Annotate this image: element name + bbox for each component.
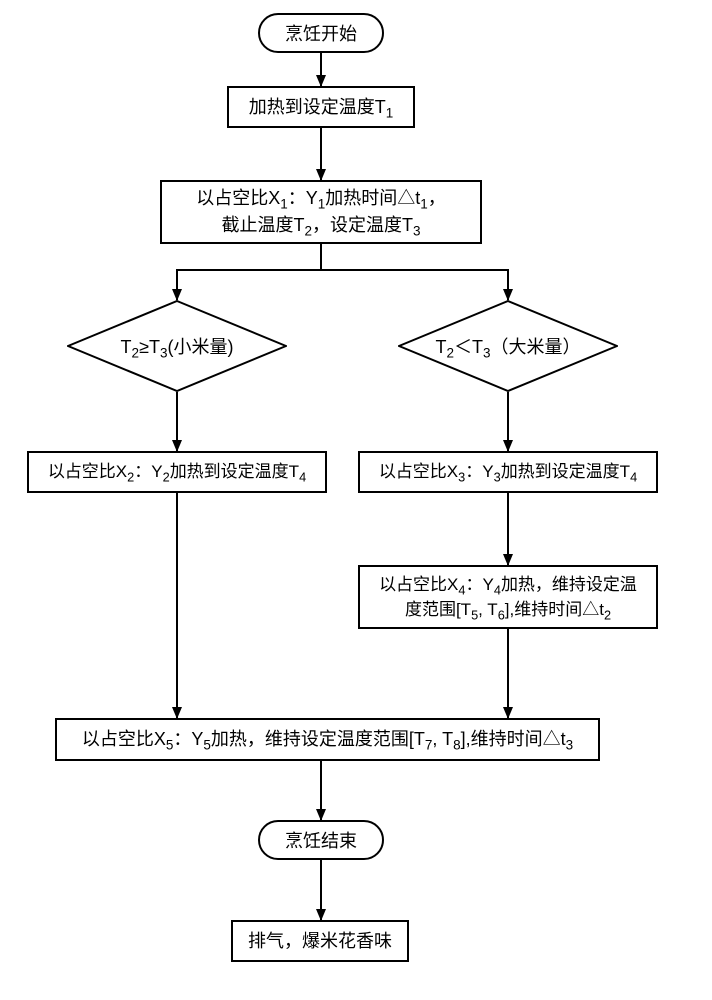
- label-small-rice: T2≥T3(小米量): [121, 333, 234, 359]
- label-duty-x4y4: 以占空比X4：Y4加热，维持设定温度范围[T5, T6],维持时间△t2: [379, 572, 637, 623]
- label-duty-x5y5: 以占空比X5：Y5加热，维持设定温度范围[T7, T8],维持时间△t3: [82, 726, 573, 753]
- decision-big-rice: T2＜T3（大米量）: [398, 300, 618, 392]
- label-duty-x3y3: 以占空比X3：Y3加热到设定温度T4: [379, 459, 637, 485]
- node-duty-x3y3: 以占空比X3：Y3加热到设定温度T4: [358, 451, 658, 493]
- label-duty-x1y1: 以占空比X1：Y1加热时间△t1，截止温度T2，设定温度T3: [196, 185, 446, 239]
- node-end: 烹饪结束: [258, 820, 384, 860]
- node-duty-x5y5: 以占空比X5：Y5加热，维持设定温度范围[T7, T8],维持时间△t3: [55, 718, 600, 761]
- node-exhaust: 排气，爆米花香味: [231, 920, 409, 962]
- edge-n2-d_left: [177, 244, 321, 300]
- node-duty-x4y4: 以占空比X4：Y4加热，维持设定温度范围[T5, T6],维持时间△t2: [358, 565, 658, 629]
- edge-n2-d_right: [321, 244, 508, 300]
- label-big-rice: T2＜T3（大米量）: [435, 333, 580, 359]
- node-start: 烹饪开始: [258, 13, 384, 53]
- label-duty-x2y2: 以占空比X2：Y2加热到设定温度T4: [48, 459, 306, 485]
- decision-small-rice: T2≥T3(小米量): [67, 300, 287, 392]
- label-start: 烹饪开始: [285, 20, 357, 46]
- node-duty-x1y1: 以占空比X1：Y1加热时间△t1，截止温度T2，设定温度T3: [160, 180, 482, 244]
- label-heat-t1: 加热到设定温度T1: [249, 94, 394, 121]
- label-exhaust: 排气，爆米花香味: [248, 928, 392, 955]
- label-end: 烹饪结束: [285, 827, 357, 853]
- node-duty-x2y2: 以占空比X2：Y2加热到设定温度T4: [27, 451, 327, 493]
- node-heat-t1: 加热到设定温度T1: [227, 86, 415, 128]
